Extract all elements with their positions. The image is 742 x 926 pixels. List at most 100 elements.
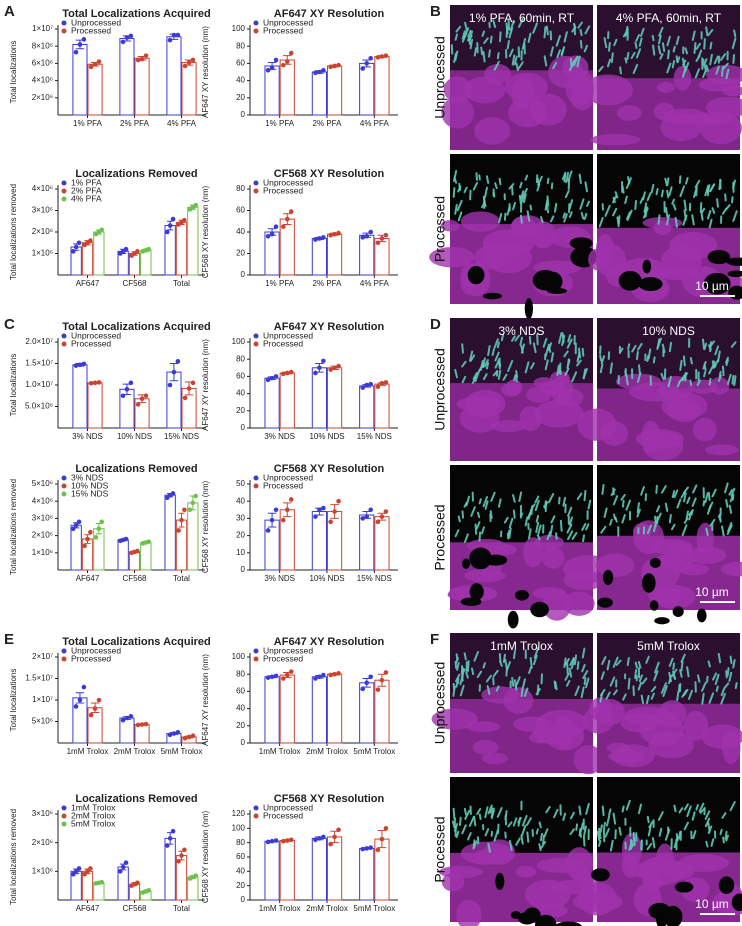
image-teal bbox=[692, 187, 698, 198]
y-tick-label: 20 bbox=[236, 93, 245, 102]
bar bbox=[72, 364, 88, 429]
data-point bbox=[182, 847, 187, 853]
y-tick-label: 1×10⁷ bbox=[32, 695, 53, 704]
image-teal bbox=[466, 660, 470, 672]
data-point bbox=[360, 66, 366, 71]
image-purple bbox=[573, 745, 604, 775]
image-hole bbox=[569, 237, 593, 250]
y-tick-label: 0 bbox=[241, 423, 246, 432]
image-teal bbox=[474, 370, 481, 383]
image-teal bbox=[469, 354, 476, 362]
data-point bbox=[135, 722, 141, 728]
image-hole bbox=[674, 881, 694, 893]
image-teal bbox=[566, 338, 573, 349]
image-teal bbox=[544, 345, 550, 358]
legend-marker bbox=[253, 333, 259, 339]
image-teal bbox=[567, 530, 574, 541]
image-teal bbox=[554, 681, 558, 691]
data-point bbox=[368, 507, 374, 513]
image-purple bbox=[466, 721, 501, 733]
image-hole bbox=[663, 905, 683, 926]
image-teal bbox=[636, 502, 640, 514]
data-point bbox=[332, 671, 337, 677]
image-teal bbox=[537, 175, 543, 186]
image-teal bbox=[511, 54, 516, 66]
legend-label: 10% NDS bbox=[71, 480, 109, 490]
legend-label: Processed bbox=[263, 480, 303, 490]
x-tick-label: 15% NDS bbox=[357, 432, 392, 441]
y-axis-label: Total localizations bbox=[9, 354, 18, 417]
image-hole bbox=[467, 265, 485, 285]
image-teal bbox=[461, 375, 467, 384]
image-teal bbox=[534, 499, 540, 512]
y-tick-label: 60 bbox=[236, 372, 245, 381]
image-teal bbox=[484, 500, 489, 510]
image-teal bbox=[535, 828, 539, 835]
image-purple bbox=[563, 591, 595, 616]
legend-marker bbox=[253, 341, 259, 347]
image-teal bbox=[721, 525, 725, 537]
y-axis-label: AF647 XY resolution (nm) bbox=[201, 26, 210, 118]
data-point bbox=[317, 674, 322, 680]
image-teal bbox=[650, 685, 657, 693]
image-teal bbox=[512, 201, 516, 211]
image-teal bbox=[521, 38, 527, 50]
image-purple bbox=[464, 568, 506, 583]
image-teal bbox=[584, 25, 591, 35]
image-teal bbox=[568, 516, 573, 526]
image-teal bbox=[564, 672, 570, 681]
data-point bbox=[368, 381, 374, 387]
data-point bbox=[332, 365, 337, 371]
y-tick-label: 1×10⁶ bbox=[32, 548, 53, 557]
image-teal bbox=[556, 364, 560, 377]
image-teal bbox=[579, 28, 583, 37]
image-teal bbox=[578, 827, 582, 837]
image-teal bbox=[691, 497, 697, 507]
image-teal bbox=[472, 371, 478, 380]
image-teal bbox=[709, 183, 716, 193]
image-teal bbox=[671, 490, 676, 499]
data-point bbox=[273, 838, 279, 843]
data-point bbox=[96, 697, 102, 703]
data-point bbox=[383, 380, 389, 385]
image-teal bbox=[717, 515, 722, 522]
data-point bbox=[143, 721, 149, 727]
data-point bbox=[171, 369, 177, 375]
image-teal bbox=[723, 682, 730, 690]
y-tick-label: 100 bbox=[232, 337, 246, 346]
data-point bbox=[273, 224, 279, 229]
image-teal bbox=[732, 659, 736, 669]
image-teal bbox=[655, 187, 659, 196]
chart-title: Localizations Removed bbox=[75, 168, 197, 180]
x-tick-label: 2% PFA bbox=[313, 279, 343, 288]
data-point bbox=[273, 507, 279, 513]
chart-title: AF647 XY Resolution bbox=[274, 636, 385, 648]
image-teal bbox=[546, 177, 550, 185]
data-point bbox=[317, 236, 322, 241]
image-teal bbox=[508, 517, 514, 529]
image-teal bbox=[564, 189, 570, 199]
image-teal bbox=[521, 815, 528, 827]
image-teal bbox=[655, 505, 661, 513]
chart-title: CF568 XY Resolution bbox=[274, 793, 385, 805]
data-point bbox=[167, 836, 173, 841]
image-teal bbox=[696, 379, 702, 386]
image-teal bbox=[658, 26, 664, 37]
image-teal bbox=[675, 35, 680, 46]
data-point bbox=[99, 879, 105, 885]
image-teal bbox=[523, 687, 529, 698]
legend-label: Processed bbox=[263, 810, 303, 820]
data-point bbox=[383, 670, 389, 675]
image-teal bbox=[680, 653, 686, 663]
bar bbox=[134, 724, 150, 744]
micrograph bbox=[577, 318, 740, 461]
bar bbox=[264, 840, 280, 901]
image-teal bbox=[569, 657, 575, 666]
image-teal bbox=[520, 686, 524, 698]
x-tick-label: 5mM Trolox bbox=[161, 747, 203, 756]
image-teal bbox=[705, 26, 709, 37]
data-point bbox=[317, 365, 322, 371]
image-teal bbox=[472, 840, 478, 850]
image-teal bbox=[532, 22, 538, 34]
image-teal bbox=[461, 32, 468, 43]
